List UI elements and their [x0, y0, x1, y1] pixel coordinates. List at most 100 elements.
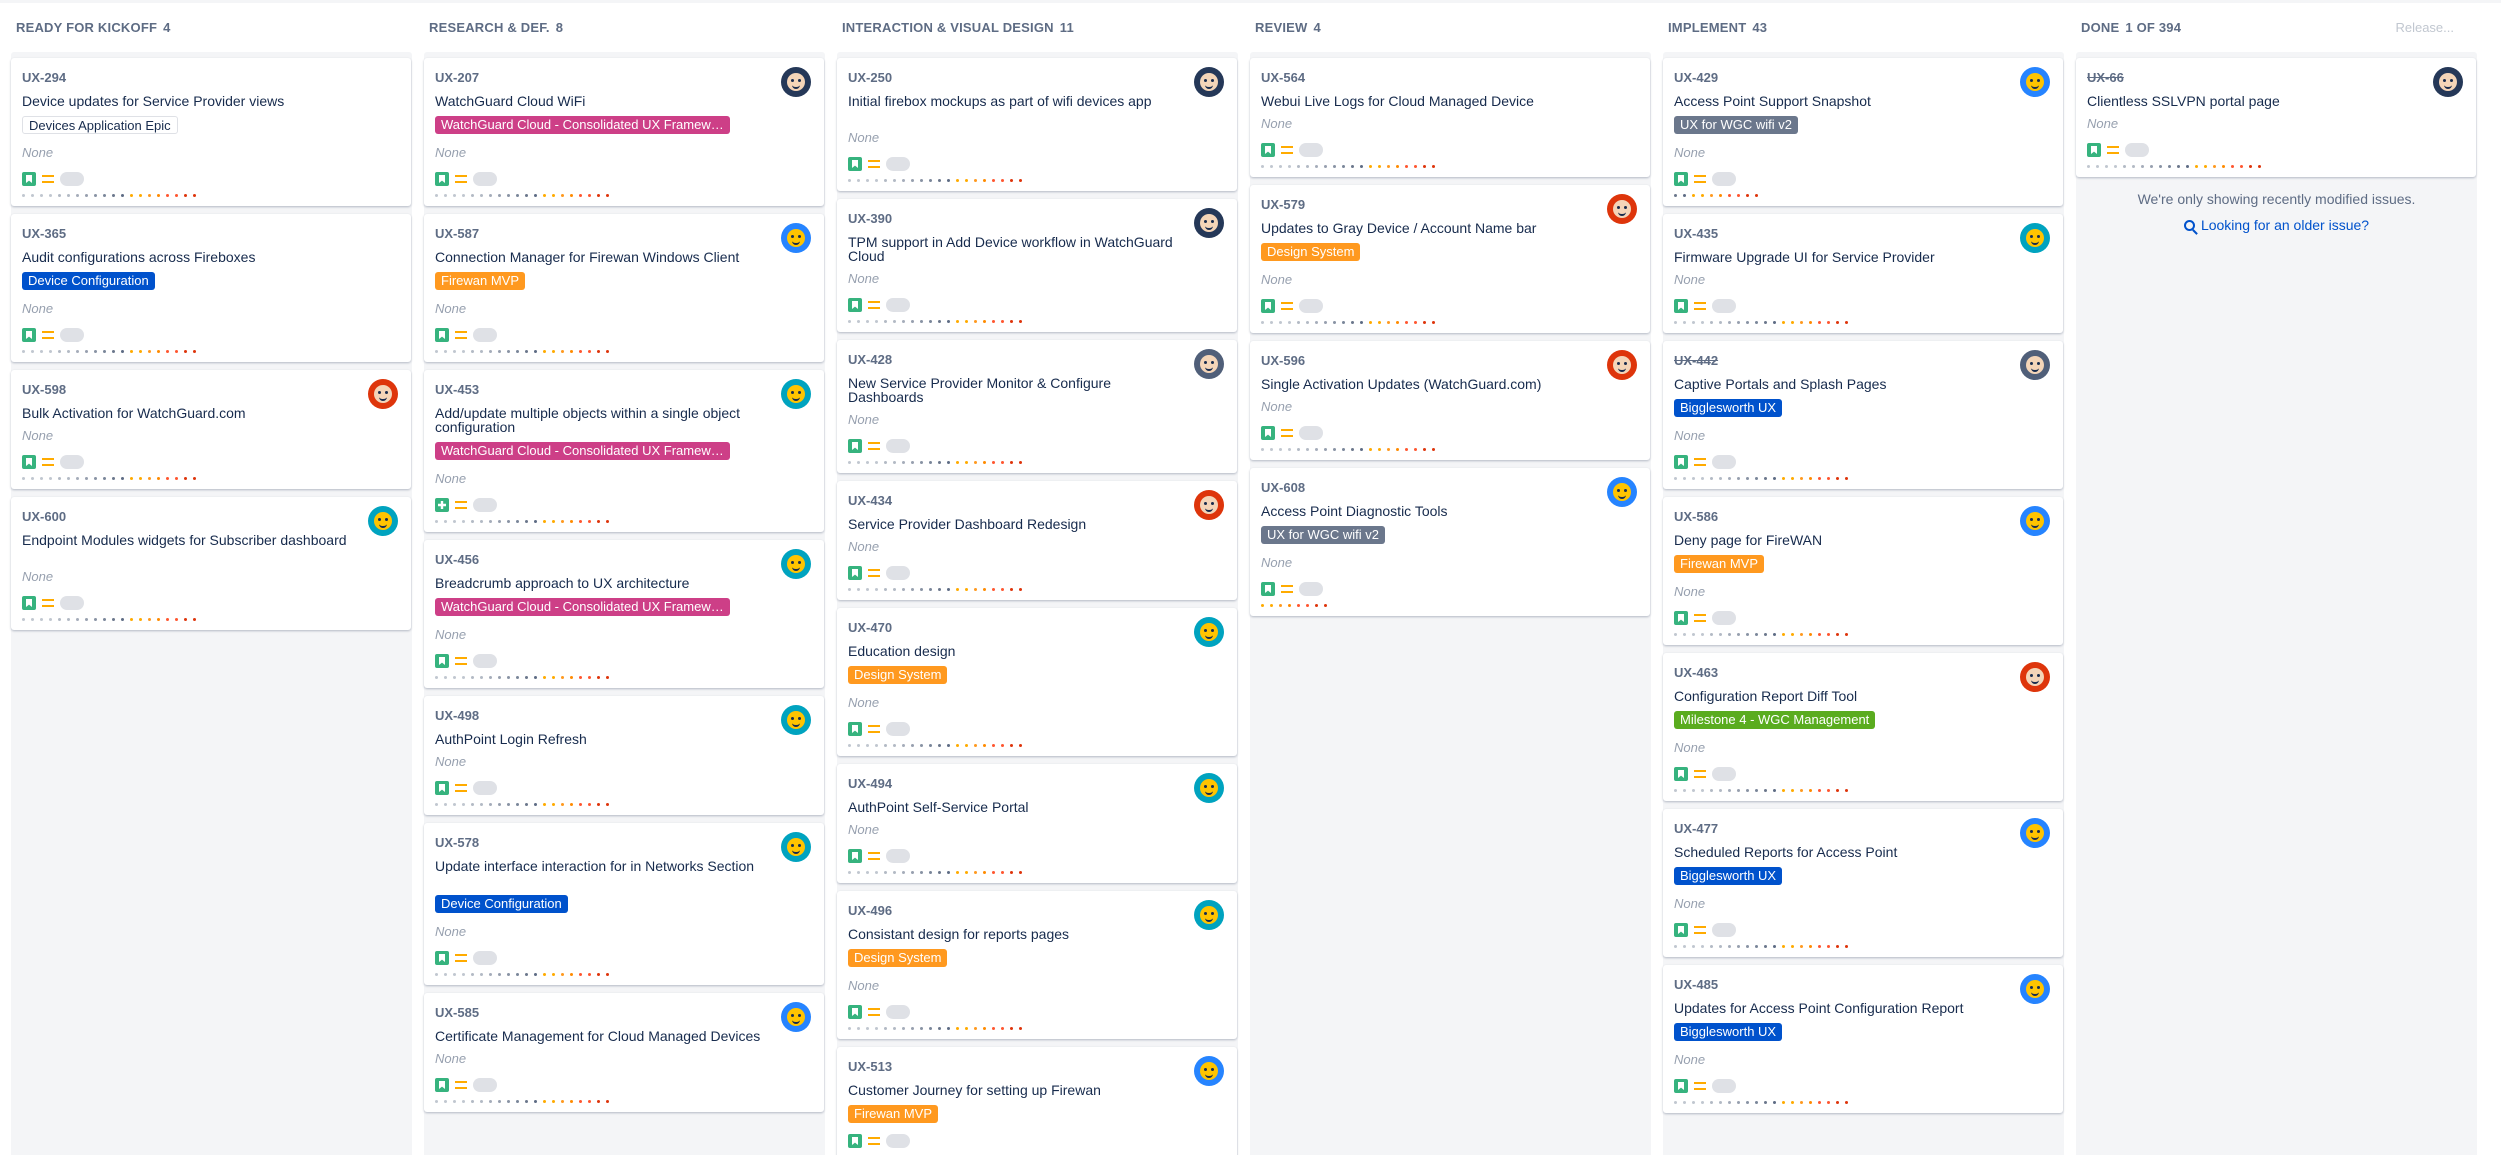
assignee-avatar[interactable]	[368, 379, 398, 409]
issue-card[interactable]: UX-598 Bulk Activation for WatchGuard.com…	[11, 370, 411, 489]
older-issue-link[interactable]: Looking for an older issue?	[2076, 217, 2477, 233]
issue-card[interactable]: UX-429 Access Point Support Snapshot UX fo…	[1663, 58, 2063, 206]
issue-key[interactable]: UX-470	[848, 620, 893, 635]
story-icon	[848, 849, 862, 863]
assignee-avatar[interactable]	[781, 549, 811, 579]
issue-summary: Single Activation Updates (WatchGuard.co…	[1261, 376, 1542, 392]
release-link[interactable]: Release...	[2395, 20, 2454, 35]
issue-key[interactable]: UX-600	[22, 509, 67, 524]
progress-dot	[1387, 448, 1390, 451]
issue-key[interactable]: UX-435	[1674, 226, 1719, 241]
issue-key[interactable]: UX-608	[1261, 480, 1306, 495]
assignee-avatar[interactable]	[781, 379, 811, 409]
issue-card[interactable]: UX-463 Configuration Report Diff Tool Mile…	[1663, 653, 2063, 801]
issue-key[interactable]: UX-498	[435, 708, 480, 723]
issue-card[interactable]: UX-587 Connection Manager for Firewan Win…	[424, 214, 824, 362]
progress-dot	[561, 676, 564, 679]
issue-key[interactable]: UX-463	[1674, 665, 1719, 680]
issue-key[interactable]: UX-429	[1674, 70, 1719, 85]
assignee-avatar[interactable]	[1194, 490, 1224, 520]
issue-card[interactable]: UX-494 AuthPoint Self-Service Portal None	[837, 764, 1237, 883]
issue-card[interactable]: UX-365 Audit configurations across Firebo…	[11, 214, 411, 362]
assignee-avatar[interactable]	[2020, 974, 2050, 1004]
issue-key[interactable]: UX-66	[2087, 70, 2124, 85]
issue-key[interactable]: UX-365	[22, 226, 67, 241]
issue-card[interactable]: UX-513 Customer Journey for setting up Fi…	[837, 1047, 1237, 1155]
progress-dot	[1737, 477, 1740, 480]
assignee-avatar[interactable]	[1194, 1056, 1224, 1086]
assignee-avatar[interactable]	[1194, 67, 1224, 97]
assignee-avatar[interactable]	[1194, 349, 1224, 379]
issue-card[interactable]: UX-470 Education design Design System None	[837, 608, 1237, 756]
assignee-avatar[interactable]	[781, 832, 811, 862]
assignee-avatar[interactable]	[2020, 662, 2050, 692]
issue-key[interactable]: UX-442	[1674, 353, 1719, 368]
issue-key[interactable]: UX-434	[848, 493, 893, 508]
assignee-avatar[interactable]	[1607, 194, 1637, 224]
assignee-avatar[interactable]	[368, 506, 398, 536]
issue-key[interactable]: UX-596	[1261, 353, 1306, 368]
issue-key[interactable]: UX-250	[848, 70, 893, 85]
issue-key[interactable]: UX-564	[1261, 70, 1306, 85]
issue-key[interactable]: UX-513	[848, 1059, 893, 1074]
assignee-avatar[interactable]	[2020, 506, 2050, 536]
assignee-avatar[interactable]	[781, 1002, 811, 1032]
issue-card[interactable]: UX-434 Service Provider Dashboard Redesig…	[837, 481, 1237, 600]
issue-key[interactable]: UX-294	[22, 70, 67, 85]
issue-card[interactable]: UX-456 Breadcrumb approach to UX architec…	[424, 540, 824, 688]
issue-card[interactable]: UX-453 Add/update multiple objects within…	[424, 370, 824, 532]
issue-card[interactable]: UX-207 WatchGuard Cloud WiFi WatchGuard Cl…	[424, 58, 824, 206]
assignee-avatar[interactable]	[2020, 818, 2050, 848]
issue-key[interactable]: UX-494	[848, 776, 893, 791]
progress-dot	[929, 461, 932, 464]
issue-card[interactable]: UX-596 Single Activation Updates (WatchGu…	[1250, 341, 1650, 460]
assignee-avatar[interactable]	[2020, 223, 2050, 253]
issue-key[interactable]: UX-477	[1674, 821, 1719, 836]
assignee-avatar[interactable]	[1194, 208, 1224, 238]
issue-card[interactable]: UX-498 AuthPoint Login Refresh None	[424, 696, 824, 815]
issue-card[interactable]: UX-608 Access Point Diagnostic Tools UX fo…	[1250, 468, 1650, 616]
assignee-avatar[interactable]	[781, 705, 811, 735]
issue-card[interactable]: UX-477 Scheduled Reports for Access Point…	[1663, 809, 2063, 957]
issue-key[interactable]: UX-390	[848, 211, 893, 226]
issue-key[interactable]: UX-579	[1261, 197, 1306, 212]
issue-key[interactable]: UX-585	[435, 1005, 480, 1020]
issue-key[interactable]: UX-456	[435, 552, 480, 567]
issue-key[interactable]: UX-586	[1674, 509, 1719, 524]
assignee-avatar[interactable]	[2020, 67, 2050, 97]
issue-card[interactable]: UX-579 Updates to Gray Device / Account N…	[1250, 185, 1650, 333]
issue-card[interactable]: UX-600 Endpoint Modules widgets for Subsc…	[11, 497, 411, 630]
progress-dot	[31, 618, 34, 621]
issue-card[interactable]: UX-578 Update interface interaction for i…	[424, 823, 824, 985]
issue-key[interactable]: UX-598	[22, 382, 67, 397]
assignee-avatar[interactable]	[1194, 900, 1224, 930]
assignee-avatar[interactable]	[1194, 617, 1224, 647]
issue-card[interactable]: UX-442 Captive Portals and Splash Pages Bi…	[1663, 341, 2063, 489]
assignee-avatar[interactable]	[1607, 350, 1637, 380]
assignee-avatar[interactable]	[781, 223, 811, 253]
issue-card[interactable]: UX-390 TPM support in Add Device workflow…	[837, 199, 1237, 332]
issue-key[interactable]: UX-428	[848, 352, 893, 367]
issue-key[interactable]: UX-485	[1674, 977, 1719, 992]
issue-card[interactable]: UX-294 Device updates for Service Provide…	[11, 58, 411, 206]
issue-card[interactable]: UX-586 Deny page for FireWAN Firewan MVP No…	[1663, 497, 2063, 645]
assignee-avatar[interactable]	[2020, 350, 2050, 380]
assignee-avatar[interactable]	[2433, 67, 2463, 97]
progress-dot	[2141, 165, 2144, 168]
assignee-avatar[interactable]	[1194, 773, 1224, 803]
issue-card[interactable]: UX-66 Clientless SSLVPN portal page None	[2076, 58, 2476, 177]
assignee-avatar[interactable]	[1607, 477, 1637, 507]
issue-key[interactable]: UX-496	[848, 903, 893, 918]
issue-key[interactable]: UX-453	[435, 382, 480, 397]
issue-card[interactable]: UX-564 Webui Live Logs for Cloud Managed …	[1250, 58, 1650, 177]
issue-card[interactable]: UX-250 Initial firebox mockups as part of…	[837, 58, 1237, 191]
issue-key[interactable]: UX-587	[435, 226, 480, 241]
issue-card[interactable]: UX-585 Certificate Management for Cloud M…	[424, 993, 824, 1112]
assignee-avatar[interactable]	[781, 67, 811, 97]
issue-card[interactable]: UX-428 New Service Provider Monitor & Con…	[837, 340, 1237, 473]
issue-card[interactable]: UX-496 Consistant design for reports page…	[837, 891, 1237, 1039]
issue-key[interactable]: UX-207	[435, 70, 480, 85]
issue-card[interactable]: UX-435 Firmware Upgrade UI for Service Pr…	[1663, 214, 2063, 333]
issue-card[interactable]: UX-485 Updates for Access Point Configura…	[1663, 965, 2063, 1113]
issue-key[interactable]: UX-578	[435, 835, 480, 850]
